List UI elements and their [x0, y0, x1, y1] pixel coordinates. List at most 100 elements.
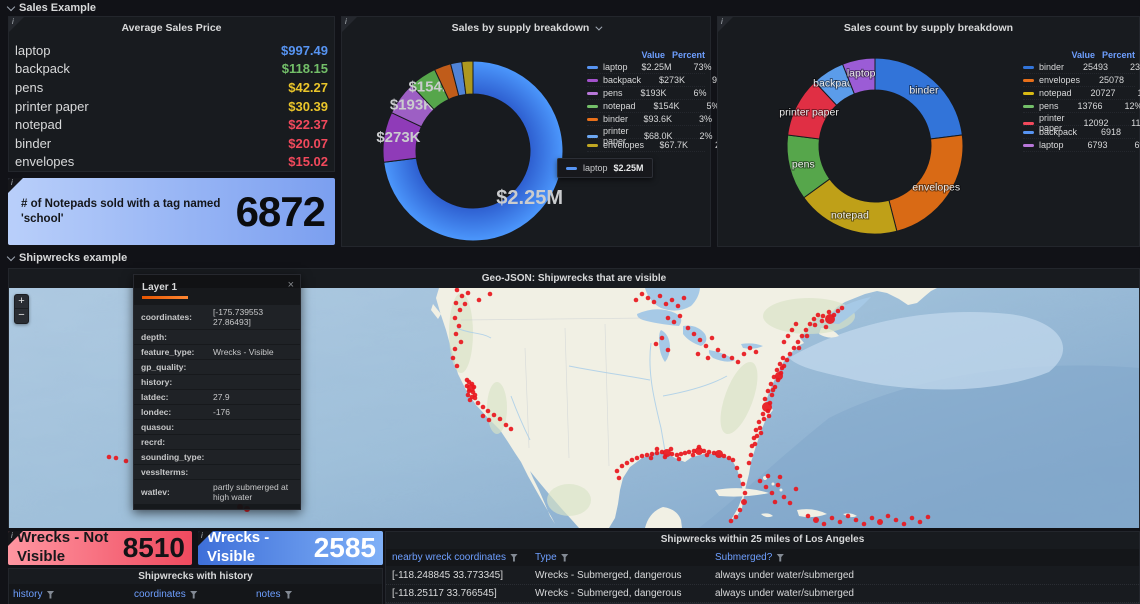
- wreck-marker[interactable]: [703, 343, 709, 349]
- wreck-marker[interactable]: [487, 291, 493, 297]
- legend-item-laptop[interactable]: laptop $2.25M 73%: [587, 61, 712, 74]
- wreck-marker[interactable]: [480, 413, 486, 419]
- legend-item-envelopes[interactable]: envelopes$67.7K2%: [587, 139, 728, 152]
- wreck-marker[interactable]: [785, 333, 791, 339]
- wreck-marker[interactable]: [705, 355, 711, 361]
- wreck-marker[interactable]: [730, 457, 736, 463]
- wreck-marker[interactable]: [654, 450, 660, 456]
- wreck-marker[interactable]: [653, 341, 659, 347]
- wreck-marker[interactable]: [901, 521, 907, 527]
- wreck-marker[interactable]: [633, 297, 639, 303]
- wreck-marker[interactable]: [837, 519, 843, 525]
- panel-info-corner-icon[interactable]: i: [8, 178, 23, 193]
- wreck-marker[interactable]: [756, 419, 762, 425]
- wreck-marker[interactable]: [665, 315, 671, 321]
- wreck-marker[interactable]: [721, 353, 727, 359]
- wreck-marker[interactable]: [741, 499, 747, 505]
- zoom-out-button[interactable]: −: [18, 309, 25, 321]
- wreck-marker[interactable]: [753, 349, 759, 355]
- wreck-marker[interactable]: [768, 381, 774, 387]
- wreck-marker[interactable]: [746, 460, 752, 466]
- wreck-marker[interactable]: [709, 335, 715, 341]
- section-header-sales[interactable]: Sales Example: [6, 1, 96, 15]
- wreck-marker[interactable]: [805, 513, 811, 519]
- wreck-marker[interactable]: [497, 416, 503, 422]
- panel-info-corner-icon[interactable]: i: [8, 531, 23, 546]
- wreck-marker[interactable]: [106, 454, 112, 460]
- wreck-marker[interactable]: [491, 412, 497, 418]
- wreck-marker[interactable]: [486, 417, 492, 423]
- wreck-marker[interactable]: [701, 448, 707, 454]
- wreck-marker[interactable]: [695, 447, 703, 455]
- legend-header-value[interactable]: Value: [1071, 49, 1095, 60]
- wreck-marker[interactable]: [629, 457, 635, 463]
- wreck-marker[interactable]: [769, 392, 775, 398]
- wreck-marker[interactable]: [815, 312, 821, 318]
- wreck-marker[interactable]: [839, 305, 845, 311]
- wreck-marker[interactable]: [465, 290, 471, 296]
- table-row[interactable]: [-118.248845 33.773345] Wrecks - Submerge…: [386, 567, 1139, 585]
- wreck-marker[interactable]: [735, 359, 741, 365]
- wreck-marker[interactable]: [752, 441, 758, 447]
- wreck-marker[interactable]: [861, 521, 867, 527]
- wreck-marker[interactable]: [459, 293, 465, 299]
- wreck-marker[interactable]: [869, 515, 875, 521]
- wreck-marker[interactable]: [781, 339, 787, 345]
- wreck-marker[interactable]: [777, 361, 783, 367]
- wreck-marker[interactable]: [829, 515, 835, 521]
- wreck-marker[interactable]: [760, 411, 766, 417]
- wreck-marker[interactable]: [821, 521, 827, 527]
- wreck-marker[interactable]: [754, 433, 760, 439]
- wreck-marker[interactable]: [804, 333, 810, 339]
- wreck-marker[interactable]: [845, 513, 851, 519]
- wreck-marker[interactable]: [799, 333, 805, 339]
- wreck-marker[interactable]: [831, 312, 837, 318]
- wreck-marker[interactable]: [769, 490, 775, 496]
- donut-segment-envelopes[interactable]: [461, 60, 474, 96]
- wreck-marker[interactable]: [758, 430, 764, 436]
- wreck-marker[interactable]: [793, 486, 799, 492]
- wreck-marker[interactable]: [877, 519, 883, 525]
- wreck-marker[interactable]: [654, 446, 660, 452]
- wreck-marker[interactable]: [819, 318, 825, 324]
- wreck-marker[interactable]: [807, 321, 813, 327]
- panel-info-corner-icon[interactable]: i: [198, 531, 213, 546]
- wreck-marker[interactable]: [787, 500, 793, 506]
- wreck-marker[interactable]: [452, 346, 458, 352]
- wreck-marker[interactable]: [740, 481, 746, 487]
- legend-item-backpack[interactable]: backpack$273K9%: [587, 74, 725, 87]
- wreck-marker[interactable]: [634, 455, 640, 461]
- wreck-marker[interactable]: [765, 408, 771, 414]
- wreck-marker[interactable]: [775, 482, 781, 488]
- wreck-marker[interactable]: [480, 404, 486, 410]
- wreck-marker[interactable]: [472, 395, 478, 401]
- wreck-marker[interactable]: [704, 452, 710, 458]
- panel-info-corner-icon[interactable]: i: [342, 17, 357, 32]
- wreck-marker[interactable]: [721, 453, 727, 459]
- wreck-marker[interactable]: [485, 408, 491, 414]
- wreck-marker[interactable]: [668, 446, 674, 452]
- section-header-shipwrecks[interactable]: Shipwrecks example: [6, 251, 127, 265]
- wreck-marker[interactable]: [682, 450, 688, 456]
- filter-icon[interactable]: [284, 590, 293, 599]
- legend-item-pens[interactable]: pens 13766 12%: [1023, 100, 1140, 113]
- wreck-marker[interactable]: [763, 484, 769, 490]
- wreck-marker[interactable]: [619, 463, 625, 469]
- wreck-marker[interactable]: [457, 307, 463, 313]
- legend-item-printer-paper[interactable]: printer paper $68.0K 2%: [587, 126, 713, 146]
- wreck-marker[interactable]: [676, 456, 682, 462]
- wreck-marker[interactable]: [674, 452, 680, 458]
- legend-item-printer-paper[interactable]: printer paper 12092 11%: [1023, 113, 1140, 133]
- map-wreck-markers[interactable]: [106, 287, 931, 527]
- wreck-marker[interactable]: [734, 465, 740, 471]
- wreck-marker[interactable]: [909, 515, 915, 521]
- wreck-marker[interactable]: [787, 351, 793, 357]
- wreck-marker[interactable]: [737, 507, 743, 513]
- wreck-marker[interactable]: [715, 450, 723, 458]
- column-header-type[interactable]: Type: [535, 552, 569, 563]
- wreck-marker[interactable]: [793, 321, 799, 327]
- wreck-marker[interactable]: [777, 474, 783, 480]
- wreck-marker[interactable]: [791, 345, 797, 351]
- wreck-marker[interactable]: [715, 347, 721, 353]
- wreck-marker[interactable]: [747, 345, 753, 351]
